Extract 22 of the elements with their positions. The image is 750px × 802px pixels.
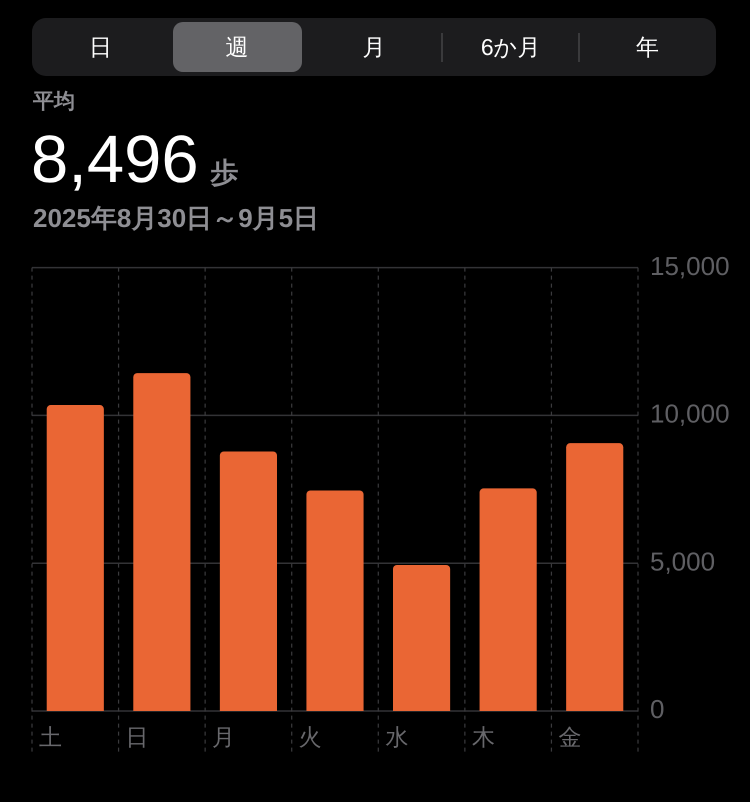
bar	[480, 488, 537, 711]
x-tick-label: 水	[385, 724, 408, 750]
bar	[46, 405, 104, 711]
x-tick-label: 日	[126, 724, 149, 750]
bar	[566, 443, 624, 711]
text: 平均	[33, 90, 75, 113]
x-tick-label: 金	[558, 724, 582, 750]
x-tick-label: 木	[472, 724, 495, 750]
y-tick-label: 0	[650, 694, 664, 724]
chart-subtitle: 2025年8月30日～9月5日	[33, 203, 320, 233]
x-tick-label: 火	[298, 724, 322, 750]
bar	[393, 564, 450, 711]
y-tick-label: 5,000	[650, 546, 716, 576]
y-tick-label: 10,000	[650, 398, 730, 429]
chart-title: 8,496 歩	[31, 122, 239, 197]
y-tick-label: 15,000	[650, 250, 730, 281]
x-tick-label: 月	[212, 724, 236, 750]
bar	[306, 490, 364, 711]
x-tick-label: 土	[39, 724, 62, 750]
segmented-control: 日 週 月 6か月 年	[32, 18, 716, 76]
bar	[220, 451, 277, 711]
bar	[133, 373, 190, 711]
